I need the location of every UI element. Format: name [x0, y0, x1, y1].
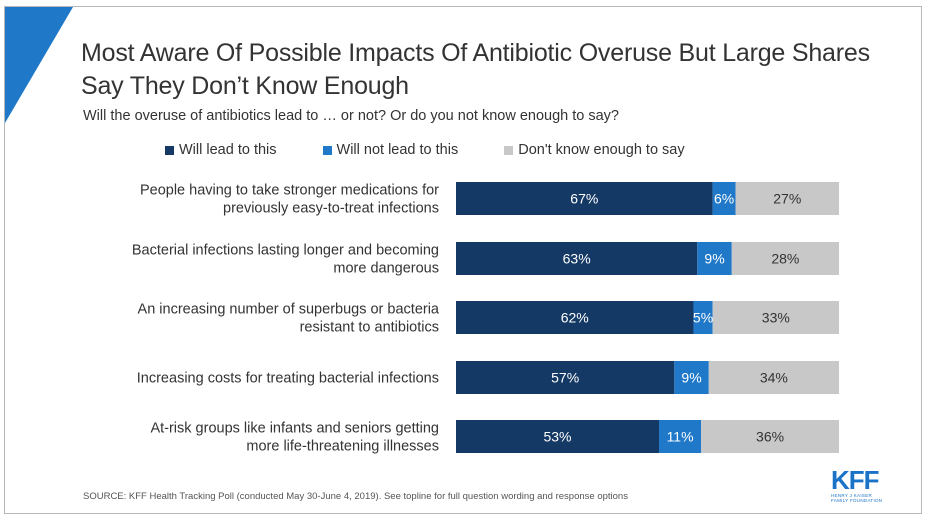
bar-segment-dont-know: [712, 301, 839, 334]
data-label-will-lead: 57%: [551, 370, 579, 386]
data-label-dont-know: 36%: [756, 429, 784, 445]
data-label-will-not-lead: 9%: [704, 251, 724, 267]
corner-accent-triangle: [5, 7, 73, 123]
legend-item-dont-know: Don't know enough to say: [504, 142, 685, 158]
bar-segment-will-lead: [456, 182, 713, 215]
bar-segment-will-not-lead: [693, 301, 713, 334]
category-label: Bacterial infections lasting longer and …: [132, 243, 439, 277]
legend-label-dont-know: Don't know enough to say: [518, 142, 685, 158]
data-label-will-not-lead: 11%: [667, 429, 694, 445]
data-label-will-lead: 62%: [561, 310, 589, 326]
category-label: Increasing costs for treating bacterial …: [137, 371, 439, 387]
bar-segment-will-lead: [456, 420, 659, 453]
bar-segment-dont-know: [701, 420, 839, 453]
legend-label-will-not-lead: Will not lead to this: [336, 142, 459, 158]
category-label: People having to take stronger medicatio…: [140, 183, 439, 217]
bar-segment-dont-know: [735, 182, 839, 215]
data-label-will-not-lead: 5%: [693, 310, 713, 326]
legend-swatch-will-lead: [165, 145, 174, 155]
bar-segment-will-lead: [456, 242, 698, 275]
data-label-dont-know: 27%: [773, 191, 801, 207]
kff-logo: KFF HENRY J KAISER FAMILY FOUNDATION: [831, 467, 891, 503]
bar-segment-will-not-lead: [697, 242, 732, 275]
bar-segment-will-not-lead: [658, 420, 702, 453]
bar-segment-dont-know: [731, 242, 839, 275]
stacked-bar-chart: People having to take stronger medicatio…: [132, 182, 839, 455]
bar-segment-will-not-lead: [712, 182, 736, 215]
chart-title: Most Aware Of Possible Impacts Of Antibi…: [81, 39, 870, 100]
legend: Will lead to this Will not lead to this …: [165, 140, 731, 160]
source-note: SOURCE: KFF Health Tracking Poll (conduc…: [83, 491, 628, 502]
bar-segment-will-lead: [456, 361, 675, 394]
data-label-dont-know: 33%: [762, 310, 790, 326]
category-label: An increasing number of superbugs or bac…: [138, 302, 440, 336]
bar-segment-will-lead: [456, 301, 694, 334]
data-label-will-lead: 67%: [570, 191, 598, 207]
logo-subtext-1: HENRY J KAISER: [831, 493, 873, 498]
bar-segment-will-not-lead: [674, 361, 709, 394]
data-label-dont-know: 34%: [760, 370, 788, 386]
data-label-will-not-lead: 9%: [681, 370, 701, 386]
category-label: At-risk groups like infants and seniors …: [150, 421, 439, 455]
legend-swatch-will-not-lead: [322, 145, 332, 155]
data-label-will-not-lead: 6%: [714, 191, 734, 207]
legend-item-will-lead: Will lead to this: [165, 142, 277, 158]
slide: Most Aware Of Possible Impacts Of Antibi…: [4, 6, 922, 514]
chart-subtitle: Will the overuse of antibiotics lead to …: [83, 108, 619, 124]
legend-label-will-lead: Will lead to this: [179, 142, 277, 158]
bar-segment-dont-know: [708, 361, 839, 394]
logo-subtext-2: FAMILY FOUNDATION: [831, 498, 883, 503]
logo-text: KFF: [831, 465, 880, 495]
legend-swatch-dont-know: [504, 145, 514, 155]
data-label-will-lead: 53%: [543, 429, 571, 445]
data-label-dont-know: 28%: [771, 251, 799, 267]
data-label-will-lead: 63%: [563, 251, 591, 267]
legend-item-will-not-lead: Will not lead to this: [322, 142, 459, 158]
